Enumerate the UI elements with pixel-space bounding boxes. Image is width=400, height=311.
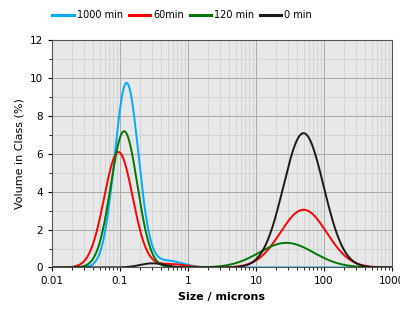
0 min	[108, 266, 113, 269]
120 min	[122, 129, 126, 133]
120 min	[195, 266, 200, 269]
0 min	[301, 131, 306, 135]
0 min	[88, 266, 93, 269]
120 min	[50, 266, 54, 269]
60min	[180, 263, 185, 267]
0 min	[346, 255, 351, 259]
60min	[50, 266, 54, 269]
120 min	[383, 266, 388, 269]
120 min	[88, 260, 93, 263]
Line: 1000 min: 1000 min	[52, 83, 392, 267]
Line: 120 min: 120 min	[52, 131, 392, 267]
60min	[195, 265, 200, 269]
0 min	[383, 266, 388, 269]
0 min	[50, 266, 54, 269]
1000 min	[390, 266, 394, 269]
1000 min	[108, 188, 113, 192]
X-axis label: Size / microns: Size / microns	[178, 292, 266, 302]
Line: 60min: 60min	[52, 152, 392, 267]
60min	[346, 257, 351, 261]
120 min	[346, 264, 351, 267]
120 min	[390, 266, 394, 269]
1000 min	[383, 266, 388, 269]
60min	[108, 165, 113, 169]
0 min	[180, 265, 185, 269]
120 min	[108, 183, 113, 186]
0 min	[195, 266, 200, 269]
0 min	[390, 266, 394, 269]
1000 min	[50, 266, 54, 269]
60min	[390, 266, 394, 269]
Line: 0 min: 0 min	[52, 133, 392, 267]
1000 min	[124, 81, 129, 85]
1000 min	[180, 262, 185, 265]
Legend: 1000 min, 60min, 120 min, 0 min: 1000 min, 60min, 120 min, 0 min	[49, 6, 316, 24]
1000 min	[88, 264, 93, 267]
1000 min	[346, 266, 351, 269]
Y-axis label: Volume in Class (%): Volume in Class (%)	[14, 99, 24, 209]
60min	[116, 150, 121, 154]
60min	[88, 248, 93, 252]
1000 min	[195, 265, 200, 268]
120 min	[180, 266, 185, 269]
60min	[383, 266, 388, 269]
